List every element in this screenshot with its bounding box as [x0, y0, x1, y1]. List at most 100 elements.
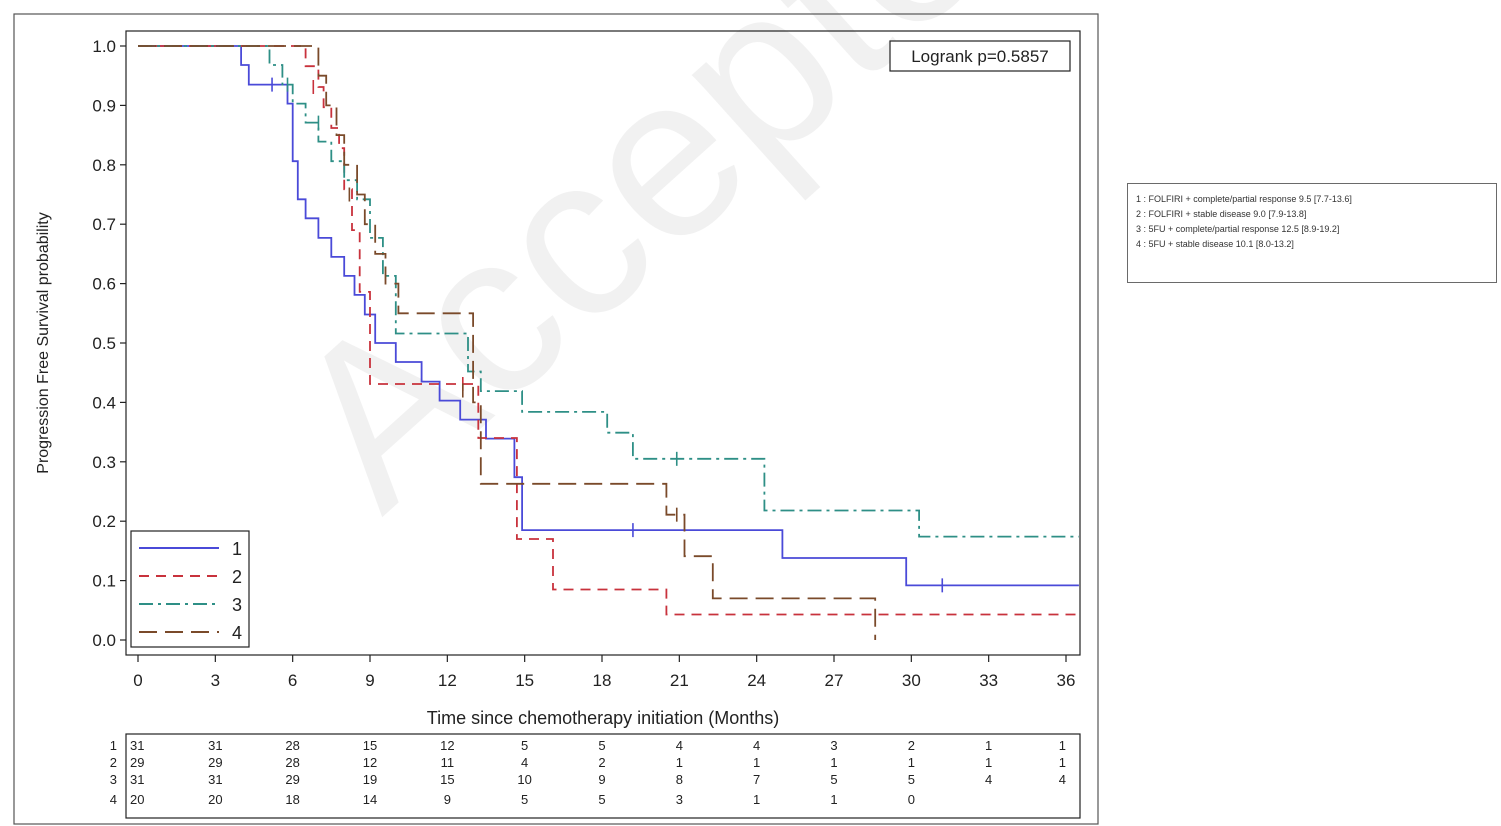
risk-table-frame [125, 733, 1081, 819]
y-tick-label: 0.6 [92, 275, 116, 294]
risk-table-cell: 9 [444, 792, 451, 807]
risk-table-cell: 31 [208, 738, 222, 753]
risk-table-cell: 1 [753, 755, 760, 770]
x-tick-label: 6 [288, 671, 297, 690]
risk-table-cell: 29 [130, 755, 144, 770]
y-tick-label: 0.3 [92, 453, 116, 472]
risk-table-cell: 4 [985, 772, 992, 787]
risk-table-cell: 29 [208, 755, 222, 770]
risk-table-cell: 5 [598, 738, 605, 753]
risk-table-cell: 1 [1059, 738, 1066, 753]
risk-table-cell: 31 [130, 772, 144, 787]
risk-table-cell: 0 [908, 792, 915, 807]
plot-area [125, 30, 1081, 656]
y-tick-label: 1.0 [92, 37, 116, 56]
risk-table-cell: 9 [598, 772, 605, 787]
risk-table-cell: 3 [830, 738, 837, 753]
y-tick-label: 0.1 [92, 572, 116, 591]
risk-table-cell: 5 [598, 792, 605, 807]
figure-frame [13, 13, 1099, 825]
x-tick-label: 30 [902, 671, 921, 690]
x-tick-label: 18 [593, 671, 612, 690]
logrank-box [889, 40, 1071, 72]
x-tick-label: 21 [670, 671, 689, 690]
x-tick-label: 24 [747, 671, 766, 690]
legend-label-3: 3 [232, 595, 242, 615]
risk-table-cell: 11 [441, 755, 455, 770]
risk-table-cell: 20 [130, 792, 144, 807]
legend-label-2: 2 [232, 567, 242, 587]
risk-table-cell: 28 [285, 755, 299, 770]
risk-table-cell: 1 [985, 755, 992, 770]
risk-table-cell: 3 [676, 792, 683, 807]
legend-box [130, 530, 250, 648]
y-tick-label: 0.7 [92, 215, 116, 234]
x-tick-label: 36 [1057, 671, 1076, 690]
median-legend-item: 4 : 5FU + stable disease 10.1 [8.0-13.2] [1136, 239, 1294, 249]
risk-table-cell: 15 [440, 772, 454, 787]
median-legend-item: 3 : 5FU + complete/partial response 12.5… [1136, 224, 1340, 234]
risk-table-cell: 4 [753, 738, 760, 753]
risk-table-cell: 4 [1059, 772, 1066, 787]
x-tick-label: 12 [438, 671, 457, 690]
y-tick-label: 0.9 [92, 96, 116, 115]
y-tick-label: 0.5 [92, 334, 116, 353]
risk-table-cell: 1 [830, 792, 837, 807]
risk-table-cell: 12 [440, 738, 454, 753]
risk-table-cell: 4 [676, 738, 683, 753]
risk-table-cell: 5 [908, 772, 915, 787]
x-tick-label: 27 [825, 671, 844, 690]
risk-table-cell: 1 [985, 738, 992, 753]
risk-row-label: 2 [110, 755, 117, 770]
survival-curve-1 [138, 45, 1079, 587]
survival-curve-3 [138, 45, 1079, 538]
x-tick-label: 3 [211, 671, 220, 690]
risk-table-cell: 1 [676, 755, 683, 770]
risk-table-cell: 28 [285, 738, 299, 753]
risk-table-cell: 1 [753, 792, 760, 807]
risk-table-cell: 15 [363, 738, 377, 753]
x-tick-label: 15 [515, 671, 534, 690]
risk-table-cell: 5 [521, 738, 528, 753]
risk-table-cell: 19 [363, 772, 377, 787]
y-axis-label: Progression Free Survival probability [35, 212, 52, 473]
risk-table-cell: 8 [676, 772, 683, 787]
risk-row-label: 4 [110, 792, 117, 807]
risk-table-cell: 2 [598, 755, 605, 770]
risk-table-cell: 20 [208, 792, 222, 807]
survival-curve-2 [138, 45, 1079, 616]
y-tick-label: 0.8 [92, 156, 116, 175]
x-tick-label: 0 [133, 671, 142, 690]
legend-label-1: 1 [232, 539, 242, 559]
risk-table-cell: 7 [753, 772, 760, 787]
median-legend-item: 1 : FOLFIRI + complete/partial response … [1136, 194, 1352, 204]
y-tick-label: 0.4 [92, 393, 116, 412]
risk-table-cell: 1 [830, 755, 837, 770]
risk-table-cell: 12 [363, 755, 377, 770]
x-tick-label: 33 [979, 671, 998, 690]
logrank-annotation: Logrank p=0.5857 [911, 47, 1049, 66]
risk-table-cell: 4 [521, 755, 528, 770]
legend-label-4: 4 [232, 623, 242, 643]
median-legend-item: 2 : FOLFIRI + stable disease 9.0 [7.9-13… [1136, 209, 1307, 219]
x-axis-label: Time since chemotherapy initiation (Mont… [427, 708, 779, 728]
risk-table-cell: 10 [517, 772, 531, 787]
median-legend: 1 : FOLFIRI + complete/partial response … [1127, 183, 1497, 283]
risk-row-label: 3 [110, 772, 117, 787]
risk-table-cell: 2 [908, 738, 915, 753]
risk-table-cell: 1 [1059, 755, 1066, 770]
y-tick-label: 0.2 [92, 512, 116, 531]
x-tick-label: 9 [365, 671, 374, 690]
risk-table-cell: 14 [363, 792, 377, 807]
risk-row-label: 1 [110, 738, 117, 753]
risk-table-cell: 18 [285, 792, 299, 807]
risk-table-cell: 5 [521, 792, 528, 807]
survival-curve-4 [138, 45, 877, 640]
risk-table-cell: 1 [908, 755, 915, 770]
y-tick-label: 0.0 [92, 631, 116, 650]
risk-table-cell: 29 [285, 772, 299, 787]
risk-table-cell: 5 [830, 772, 837, 787]
risk-table-cell: 31 [208, 772, 222, 787]
